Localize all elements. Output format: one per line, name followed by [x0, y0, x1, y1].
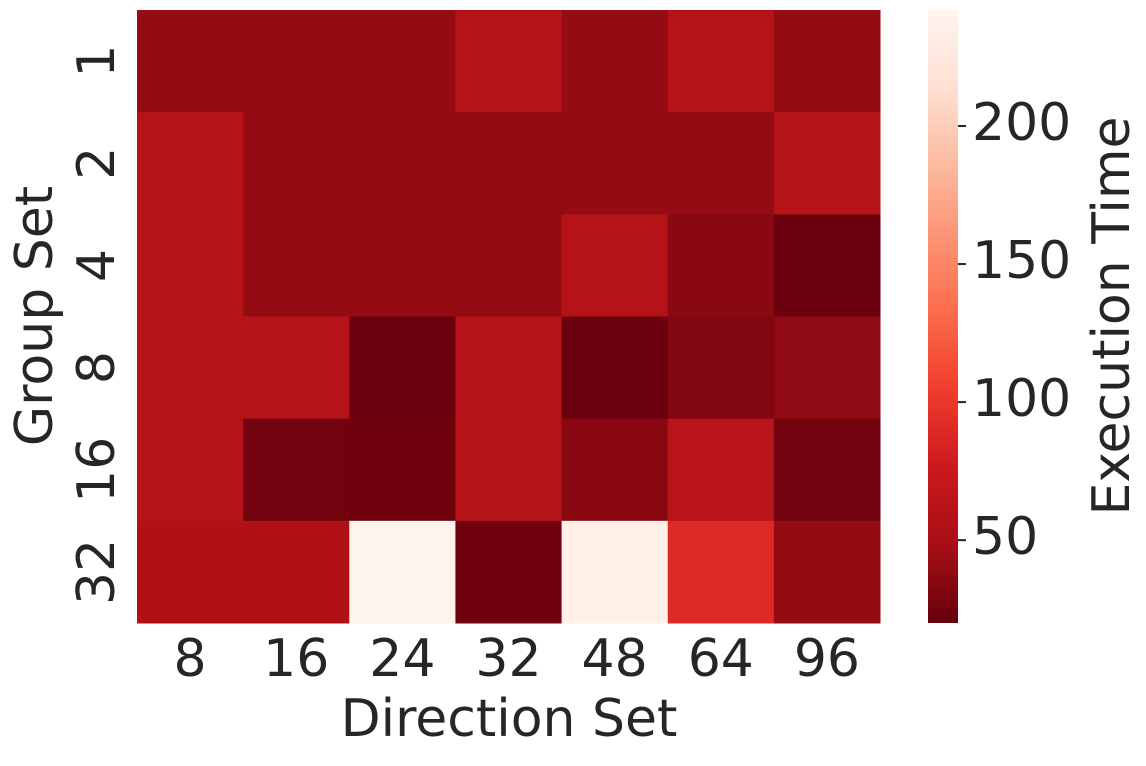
heatmap-cell [349, 418, 456, 522]
heatmap-cell [667, 520, 775, 624]
colorbar [928, 10, 958, 623]
colorbar-tick-label: 50 [972, 507, 1038, 567]
x-axis-label: Direction Set [341, 689, 678, 749]
heatmap-cell [137, 316, 244, 420]
heatmap-cell [773, 112, 881, 215]
heatmap-cell [243, 418, 350, 522]
heatmap-cell [561, 520, 669, 624]
heatmap-cell [773, 10, 881, 113]
y-axis-label: Group Set [5, 186, 65, 446]
heatmap-cell [561, 112, 669, 215]
heatmap-cell [349, 214, 456, 317]
heatmap-cell [455, 214, 563, 317]
heatmap-cell [667, 10, 775, 113]
x-tick-label: 8 [174, 629, 207, 689]
y-tick-label: 8 [67, 351, 127, 384]
colorbar-tick-label: 200 [972, 93, 1071, 153]
heatmap-cell [773, 520, 881, 624]
heatmap-cell [455, 10, 563, 113]
heatmap-cell [455, 520, 563, 624]
heatmap-cell [243, 520, 350, 624]
x-tick-label: 48 [582, 629, 648, 689]
heatmap-cell [243, 112, 350, 215]
y-tick-label: 4 [67, 249, 127, 282]
colorbar-tick-label: 100 [972, 369, 1071, 429]
heatmap-cell [137, 418, 244, 522]
y-tick-label: 2 [67, 147, 127, 180]
heatmap-cell [137, 520, 244, 624]
heatmap-cell [455, 316, 563, 420]
heatmap-cell [349, 10, 456, 113]
x-tick-label: 16 [263, 629, 329, 689]
x-tick-label: 64 [688, 629, 754, 689]
x-tick-label: 32 [475, 629, 541, 689]
heatmap-cell [137, 112, 244, 215]
colorbar-label: Execution Time [1082, 117, 1142, 516]
x-tick-label: 96 [794, 629, 860, 689]
heatmap-cell [667, 214, 775, 317]
heatmap-cell [773, 214, 881, 317]
heatmap-cell [137, 10, 244, 113]
heatmap-cell [243, 10, 350, 113]
heatmap-cell [455, 112, 563, 215]
heatmap-cell [561, 10, 669, 113]
heatmap-cell [773, 316, 881, 420]
heatmap-cell [667, 316, 775, 420]
heatmap-cell [137, 214, 244, 317]
heatmap-cell [773, 418, 881, 522]
heatmap-cell [349, 520, 456, 624]
heatmap-cell [561, 214, 669, 317]
heatmap-cell [349, 316, 456, 420]
y-tick-label: 32 [67, 539, 127, 605]
colorbar-tick-label: 150 [972, 231, 1071, 291]
heatmap-cell [243, 316, 350, 420]
heatmap-cell [561, 316, 669, 420]
heatmap-cell [455, 418, 563, 522]
heatmap-cell [349, 112, 456, 215]
y-tick-label: 1 [67, 45, 127, 78]
heatmap-cell [667, 418, 775, 522]
heatmap-cell [561, 418, 669, 522]
x-tick-label: 24 [369, 629, 435, 689]
heatmap-cell [243, 214, 350, 317]
heatmap-cell [667, 112, 775, 215]
y-tick-label: 16 [67, 437, 127, 503]
